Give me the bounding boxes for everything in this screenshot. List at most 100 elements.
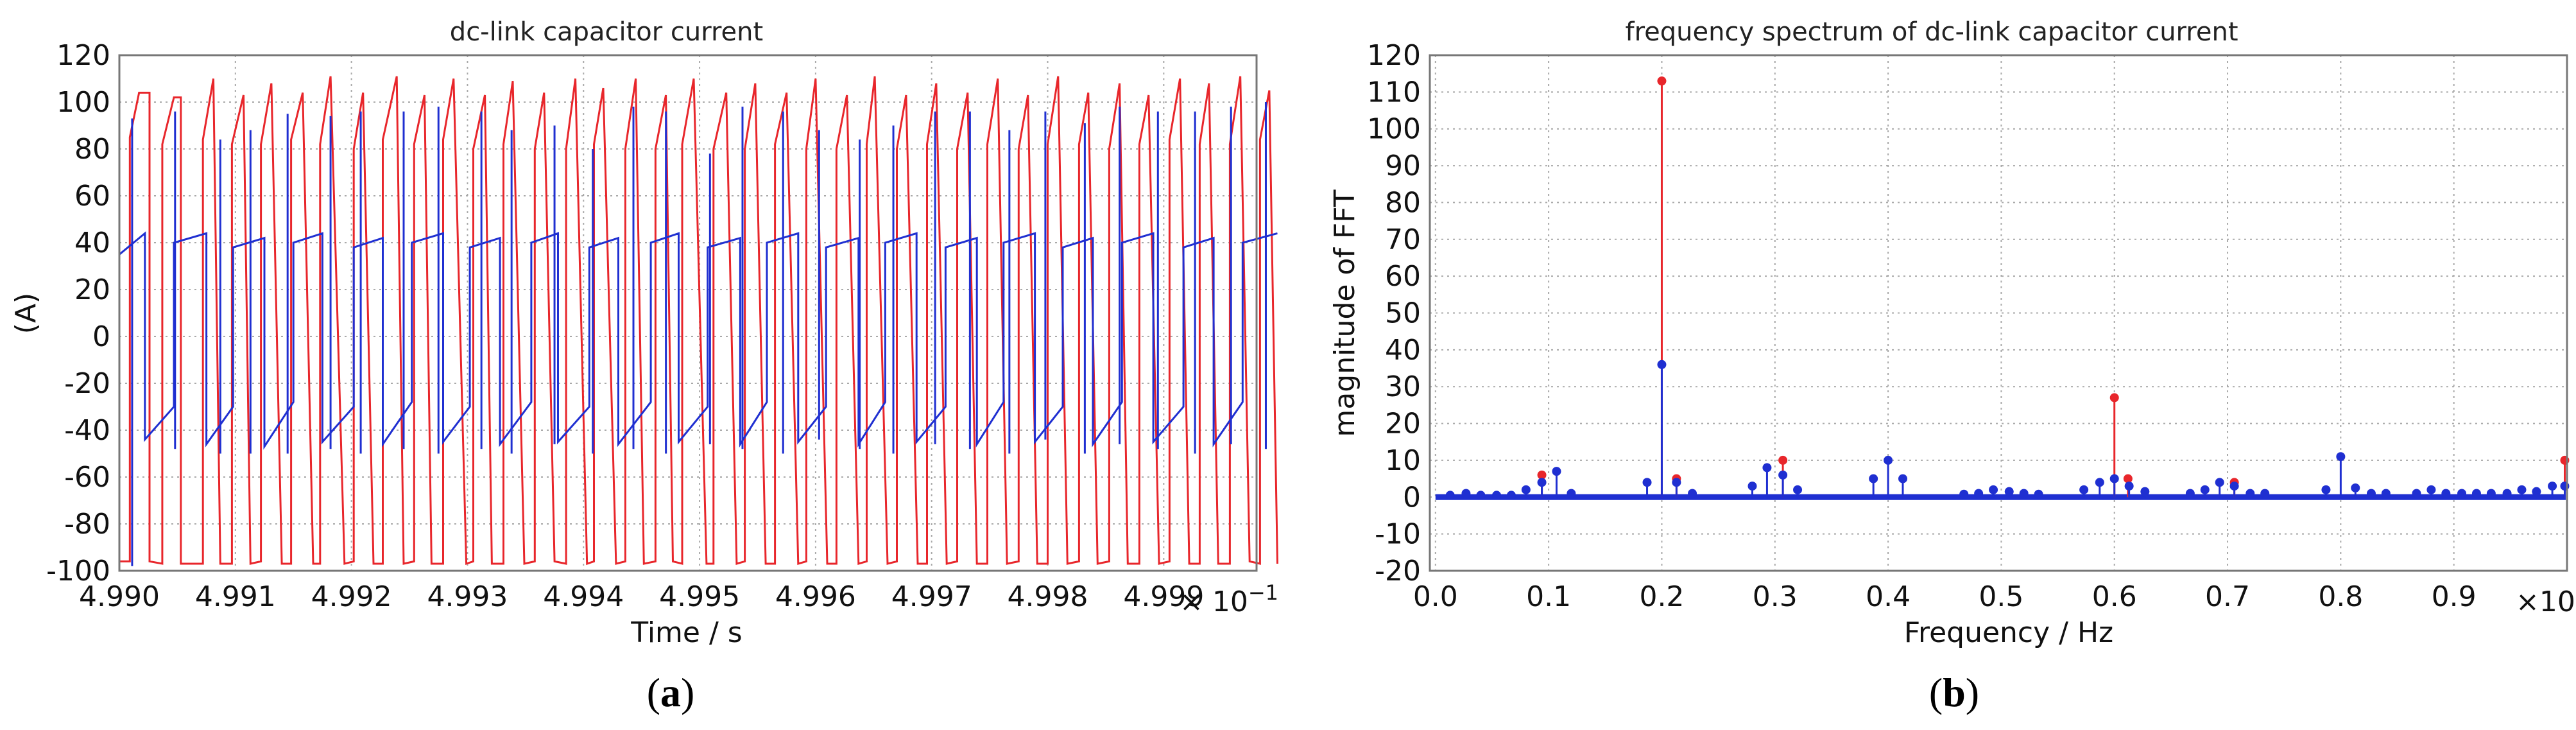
chart-b-point <box>2004 487 2014 496</box>
a-y-tick-label: 0 <box>92 320 110 353</box>
a-y-tick-label: 40 <box>74 227 110 259</box>
chart-b-point <box>2426 485 2436 494</box>
b-y-tick-label: -20 <box>1375 555 1421 587</box>
subfig-label-a-open: ( <box>647 670 660 715</box>
a-y-tick-label: 20 <box>74 274 110 306</box>
chart-b-point <box>2351 483 2360 492</box>
chart-b-point <box>2260 489 2270 498</box>
a-x-tick-label: 4.992 <box>311 580 392 613</box>
b-y-tick-label: 10 <box>1385 444 1421 477</box>
chart-b-point <box>2079 485 2089 494</box>
a-y-tick-label: 120 <box>56 39 110 72</box>
a-x-tick-label: 4.990 <box>79 580 160 613</box>
a-x-tick-label: 4.996 <box>775 580 856 613</box>
b-y-tick-label: 90 <box>1385 150 1421 182</box>
chart-b-point <box>1778 455 1788 465</box>
chart-b-point <box>1476 491 1486 500</box>
a-y-tick-label: 60 <box>74 180 110 213</box>
chart-a-x-multiplier-exp: −1 <box>1248 580 1278 605</box>
b-x-tick-label: 0.2 <box>1639 580 1684 613</box>
chart-b-point <box>2486 489 2496 498</box>
chart-b-point <box>1506 491 1516 500</box>
chart-b-point <box>2124 482 2134 491</box>
a-y-tick-label: -20 <box>64 367 110 400</box>
chart-b-series <box>1435 76 2570 500</box>
a-y-tick-label: -80 <box>64 508 110 541</box>
b-y-tick-label: -10 <box>1375 518 1421 551</box>
chart-a-series-line-1 <box>119 231 1278 450</box>
chart-b-point <box>2517 485 2527 494</box>
chart-b-point <box>2034 489 2043 499</box>
b-y-tick-label: 50 <box>1385 297 1421 330</box>
chart-b-point <box>2140 487 2150 496</box>
chart-b-grid <box>1430 55 2567 571</box>
chart-b-point <box>2381 489 2391 498</box>
chart-b-point <box>2200 485 2210 494</box>
chart-b-title: frequency spectrum of dc-link capacitor … <box>1626 17 2238 47</box>
a-y-tick-label: 100 <box>56 86 110 119</box>
b-y-tick-label: 120 <box>1367 39 1421 72</box>
b-x-tick-label: 0.8 <box>2318 580 2363 613</box>
a-x-tick-label: 4.999 <box>1123 580 1204 613</box>
b-y-tick-label: 80 <box>1385 186 1421 219</box>
subfig-label-b: (b) <box>1929 670 1979 715</box>
chart-b-point <box>1537 478 1547 487</box>
chart-b-point <box>1672 478 1681 487</box>
a-x-tick-label: 4.995 <box>659 580 740 613</box>
chart-b-point <box>1884 455 1893 465</box>
chart-b-point <box>2471 489 2481 498</box>
chart-a-x-label: Time / s <box>630 616 742 649</box>
chart-b-point <box>2502 489 2512 498</box>
chart-b-y-label: magnitude of FFT <box>1328 189 1361 437</box>
a-x-tick-label: 4.997 <box>891 580 972 613</box>
chart-b-point <box>1747 482 1757 491</box>
subfig-label-a-close: ) <box>681 670 694 715</box>
chart-b-point <box>2215 478 2224 487</box>
chart-b-point <box>2109 393 2119 403</box>
b-x-tick-label: 0.7 <box>2205 580 2250 613</box>
chart-b-point <box>2336 452 2346 462</box>
chart-b-point <box>1445 491 1455 500</box>
chart-b-point <box>1762 463 1772 473</box>
chart-b-point <box>1567 489 1576 498</box>
chart-a-series <box>119 76 1278 566</box>
chart-b-point <box>2441 489 2451 498</box>
chart-a-x-multiplier-base: × 10 <box>1180 586 1248 618</box>
chart-b-point <box>1869 474 1878 483</box>
chart-a-y-label: (A) <box>10 293 42 334</box>
chart-b-point <box>2532 487 2541 496</box>
chart-b-point <box>1959 489 1969 499</box>
b-y-tick-label: 60 <box>1385 260 1421 293</box>
chart-b-point <box>1461 489 1471 498</box>
b-y-tick-label: 110 <box>1367 76 1421 109</box>
a-x-tick-label: 4.993 <box>427 580 508 613</box>
chart-a-series-line-0 <box>119 76 1278 566</box>
b-y-tick-label: 20 <box>1385 408 1421 440</box>
chart-b-point <box>2229 482 2239 491</box>
chart-b-point <box>1657 360 1667 369</box>
chart-b-point <box>2245 489 2255 498</box>
chart-b-point <box>1898 474 1908 483</box>
b-x-tick-label: 0.5 <box>1979 580 2023 613</box>
b-y-tick-label: 30 <box>1385 370 1421 403</box>
chart-b-x-ticks: 0.0 0.1 0.2 0.3 0.4 0.5 0.6 0.7 0.8 0.9 <box>1413 580 2477 613</box>
chart-b-point <box>1521 485 1531 494</box>
chart-b-point <box>1537 470 1547 480</box>
chart-a-x-multiplier: × 10−1 <box>1180 580 1278 618</box>
chart-b-point <box>1642 478 1652 487</box>
subfig-label-a-letter: a <box>660 670 681 715</box>
b-x-tick-label: 0.9 <box>2432 580 2477 613</box>
chart-b-point <box>2019 489 2029 498</box>
subfig-label-b-close: ) <box>1966 670 1979 715</box>
chart-b-point <box>2366 489 2376 498</box>
chart-b-point <box>2548 482 2557 491</box>
b-x-tick-label: 0.4 <box>1866 580 1911 613</box>
subfig-label-a: (a) <box>647 670 695 715</box>
chart-b-x-multiplier-base: ×10 <box>2516 586 2575 618</box>
chart-b-point <box>1974 489 1984 498</box>
b-x-tick-label: 0.1 <box>1526 580 1571 613</box>
chart-b-point <box>1989 485 1998 494</box>
chart-b-point <box>2457 489 2467 498</box>
chart-b-point <box>1492 491 1502 500</box>
